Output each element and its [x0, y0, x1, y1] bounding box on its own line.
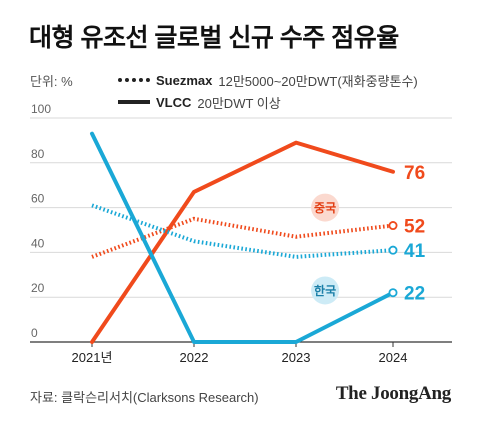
- series-line-vlcc: [90, 131, 395, 344]
- end-value-label: 22: [404, 284, 425, 305]
- legend-item-vlcc: VLCC 20만DWT 이상: [118, 93, 281, 111]
- x-tick-label: 2024: [379, 350, 408, 365]
- legend-description: 20만DWT 이상: [197, 95, 281, 111]
- series-line-vlcc: [90, 140, 395, 344]
- legend-solid-line-swatch: [118, 100, 150, 104]
- publisher-logo: The JoongAng: [335, 383, 451, 404]
- x-tick-label: 2021년: [72, 350, 113, 365]
- chart-title: 대형 유조선 글로벌 신규 수주 점유율: [29, 24, 399, 52]
- source-note: 자료: 클락슨리서치(Clarksons Research): [30, 390, 259, 405]
- y-tick-label: 80: [31, 147, 45, 161]
- series-line-suezmax: [91, 216, 394, 259]
- country-badge-circle: [311, 193, 340, 222]
- country-badge-circle: [311, 276, 340, 305]
- y-tick-label: 100: [31, 102, 51, 116]
- y-tick-label: 0: [31, 326, 38, 340]
- end-value-label: 76: [404, 163, 425, 184]
- x-tick-label: 2023: [282, 350, 311, 365]
- y-tick-label: 60: [31, 192, 45, 206]
- x-tick-label: 2022: [180, 350, 209, 365]
- legend-description: 12만5000~20만DWT(재화중량톤수): [218, 73, 418, 89]
- end-point-marker: [388, 288, 398, 298]
- country-badge-label: 한국: [314, 283, 336, 298]
- country-badge-label: 중국: [314, 201, 336, 215]
- end-value-label: 41: [404, 241, 426, 262]
- end-point-marker: [388, 245, 398, 255]
- y-tick-label: 20: [31, 281, 45, 295]
- end-value-label: 52: [404, 217, 425, 238]
- y-tick-label: 40: [31, 236, 45, 250]
- legend-dotted-line-swatch: [118, 78, 150, 82]
- legend-item-suezmax: Suezmax 12만5000~20만DWT(재화중량톤수): [118, 71, 418, 89]
- unit-label: 단위: %: [30, 74, 73, 89]
- legend-name: Suezmax: [156, 72, 213, 88]
- legend-name: VLCC: [156, 94, 192, 110]
- end-point-marker: [388, 221, 398, 231]
